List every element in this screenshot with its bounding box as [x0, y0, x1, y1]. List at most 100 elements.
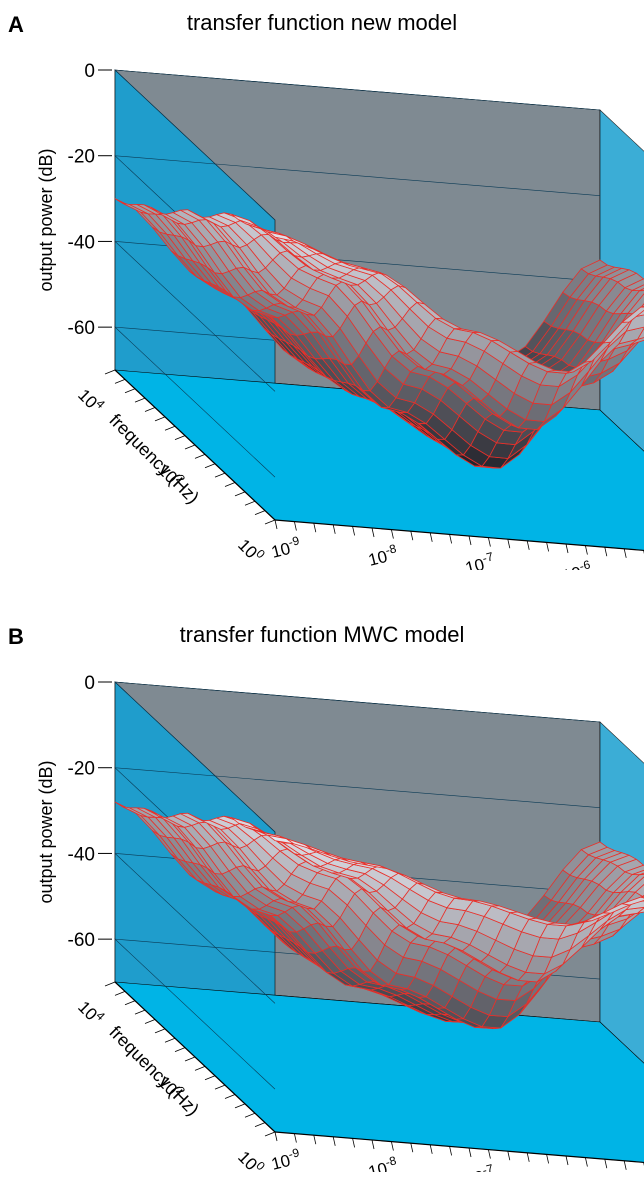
ca-minor-tick [372, 528, 374, 537]
ca-minor-tick [353, 526, 355, 535]
ca-minor-tick [294, 522, 296, 531]
ca-minor-tick [566, 544, 568, 553]
ca-minor-tick [508, 539, 510, 548]
freq-minor-tick [165, 1038, 175, 1042]
freq-tick-label: 100 [234, 533, 268, 567]
freq-tick-label: 104 [74, 383, 108, 417]
z-tick-label: -40 [68, 232, 95, 253]
freq-minor-tick [115, 379, 125, 383]
freq-tick-exp: 4 [93, 397, 108, 412]
freq-minor-tick [215, 1085, 225, 1089]
freq-minor-tick [235, 492, 245, 496]
freq-minor-tick [145, 408, 155, 412]
freq-minor-tick [165, 426, 175, 430]
ca-minor-tick [450, 534, 452, 543]
freq-tick-exp: 0 [253, 547, 268, 562]
z-tick-label: -40 [68, 844, 95, 865]
freq-minor-tick [105, 370, 115, 374]
z-tick-label: 0 [84, 673, 95, 694]
ca-minor-tick [605, 1159, 607, 1168]
freq-minor-tick [125, 389, 135, 393]
ca-tick-exp: -6 [578, 1169, 592, 1172]
ca-tick-label: 10-9 [269, 1145, 303, 1172]
ca-tick-label: 10-8 [366, 541, 400, 570]
freq-minor-tick [155, 1029, 165, 1033]
ca-tick-exp: -9 [287, 1145, 301, 1161]
freq-minor-tick [225, 1095, 235, 1099]
freq-minor-tick [175, 1048, 185, 1052]
ca-minor-tick [585, 1158, 587, 1167]
freq-minor-tick [265, 520, 275, 524]
freq-tick-label: 100 [234, 1145, 268, 1172]
ca-tick-exp: -9 [287, 533, 301, 549]
ca-minor-tick [605, 547, 607, 556]
ca-minor-tick [314, 523, 316, 532]
ca-tick-exp: -6 [578, 557, 592, 570]
freq-minor-tick [135, 398, 145, 402]
ca-minor-tick [430, 1145, 432, 1154]
freq-minor-tick [175, 436, 185, 440]
freq-minor-tick [145, 1020, 155, 1024]
ca-minor-tick [275, 520, 277, 529]
ca-minor-tick [469, 536, 471, 545]
freq-minor-tick [105, 982, 115, 986]
z-tick-label: -60 [68, 318, 95, 339]
ca-tick-label: 10-9 [269, 533, 303, 562]
freq-minor-tick [185, 1057, 195, 1061]
z-tick-label: -20 [68, 147, 95, 168]
ca-minor-tick [566, 1156, 568, 1165]
ca-minor-tick [333, 525, 335, 534]
freq-minor-tick [225, 483, 235, 487]
z-axis-label: output power (dB) [36, 148, 56, 291]
freq-minor-tick [185, 445, 195, 449]
ca-minor-tick [430, 533, 432, 542]
ca-tick-label: 10-7 [463, 549, 497, 570]
freq-minor-tick [245, 1113, 255, 1117]
freq-minor-tick [135, 1010, 145, 1014]
ca-minor-tick [527, 1153, 529, 1162]
freq-minor-tick [205, 1076, 215, 1080]
freq-minor-tick [215, 473, 225, 477]
ca-minor-tick [450, 1146, 452, 1155]
freq-minor-tick [245, 501, 255, 505]
ca-tick-exp: -8 [384, 541, 398, 557]
freq-minor-tick [125, 1001, 135, 1005]
ca-minor-tick [314, 1135, 316, 1144]
panel-a: A transfer function new model 0-20-40-60… [0, 0, 644, 570]
ca-minor-tick [527, 541, 529, 550]
z-tick-label: -60 [68, 930, 95, 951]
z-tick-label: 0 [84, 61, 95, 82]
ca-tick-label: 10-6 [560, 1169, 594, 1172]
ca-minor-tick [585, 546, 587, 555]
freq-tick-label: 104 [74, 995, 108, 1029]
ca-minor-tick [488, 1150, 490, 1159]
freq-minor-tick [265, 1132, 275, 1136]
ca-minor-tick [547, 1154, 549, 1163]
freq-minor-tick [195, 1066, 205, 1070]
ca-tick-label: 10-6 [560, 557, 594, 570]
ca-minor-tick [624, 1161, 626, 1170]
ca-minor-tick [547, 542, 549, 551]
ca-minor-tick [411, 1143, 413, 1152]
ca-minor-tick [391, 530, 393, 539]
freq-minor-tick [115, 991, 125, 995]
freq-tick-exp: 4 [93, 1009, 108, 1024]
ca-minor-tick [372, 1140, 374, 1149]
ca-minor-tick [333, 1137, 335, 1146]
freq-minor-tick [155, 417, 165, 421]
z-tick-label: -20 [68, 759, 95, 780]
ca-tick-exp: -8 [384, 1153, 398, 1169]
panel-b: B transfer function MWC model 0-20-40-60… [0, 612, 644, 1182]
freq-minor-tick [235, 1104, 245, 1108]
ca-tick-exp: -7 [481, 549, 495, 565]
freq-tick-exp: 0 [253, 1159, 268, 1172]
ca-minor-tick [469, 1148, 471, 1157]
freq-minor-tick [255, 511, 265, 515]
freq-minor-tick [205, 464, 215, 468]
freq-minor-tick [195, 454, 205, 458]
ca-minor-tick [294, 1134, 296, 1143]
ca-minor-tick [275, 1132, 277, 1141]
z-axis-label: output power (dB) [36, 760, 56, 903]
